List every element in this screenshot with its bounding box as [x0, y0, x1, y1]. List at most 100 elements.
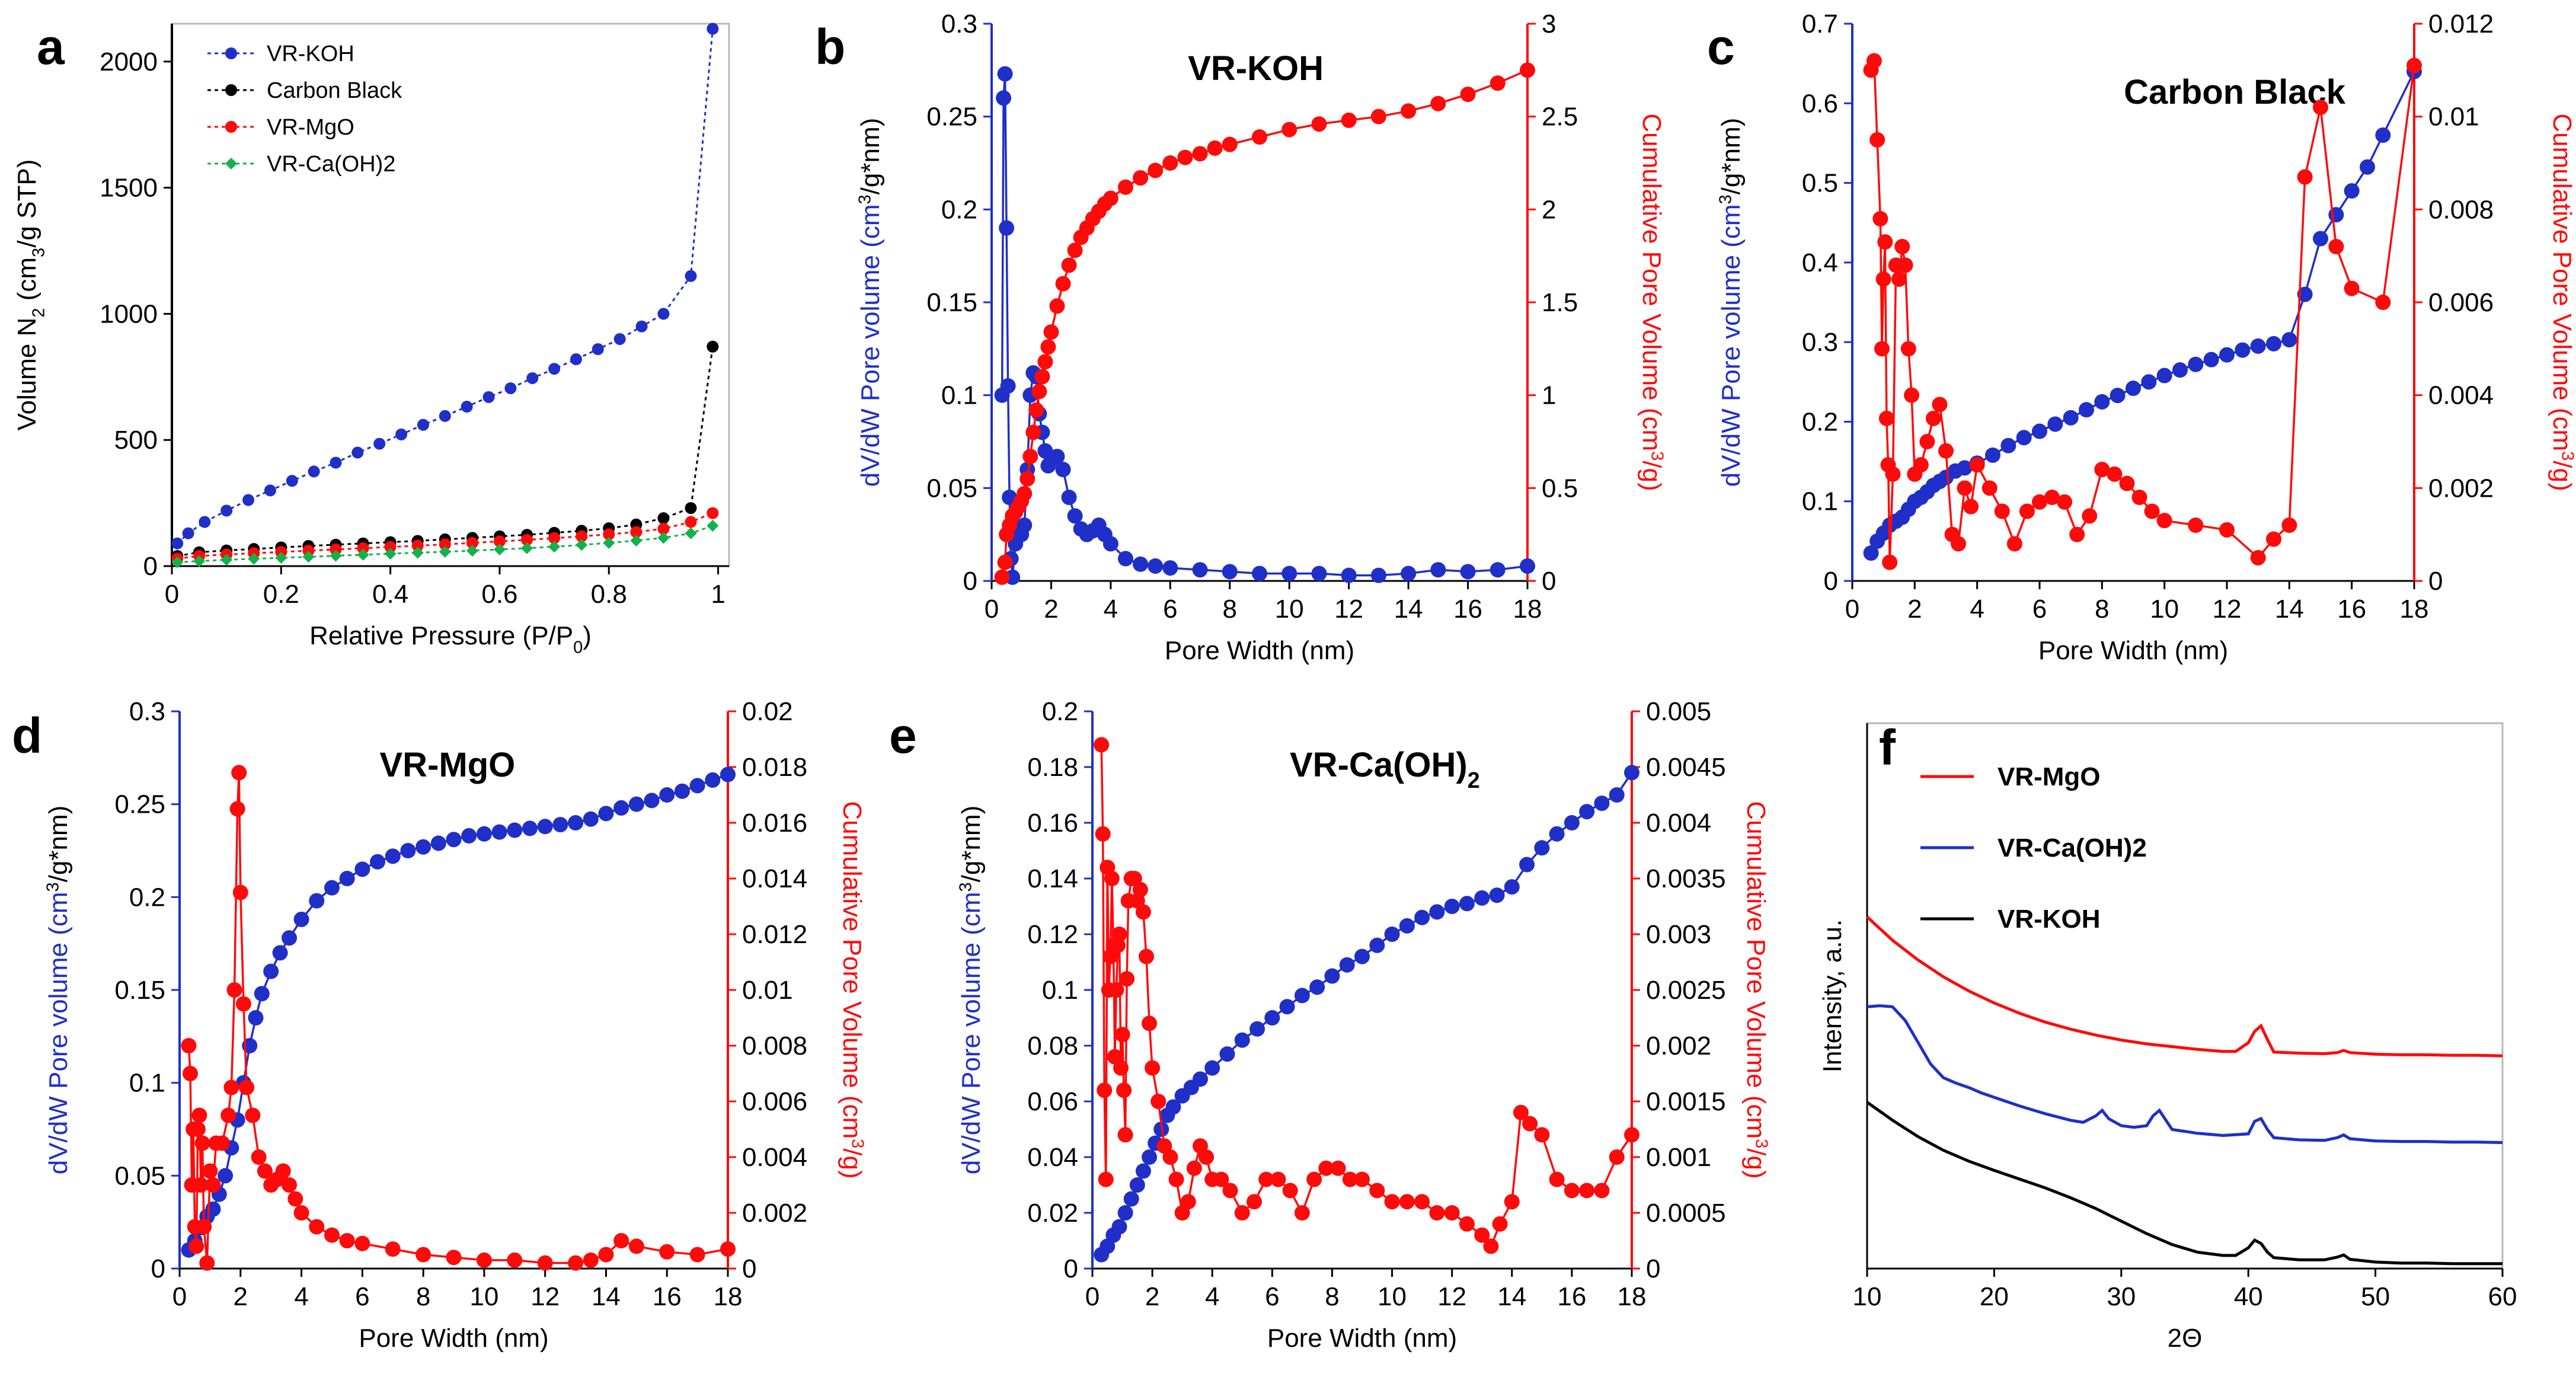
y-tick-label: 0.25: [114, 790, 165, 819]
data-point: [2297, 169, 2313, 185]
series-line: [177, 346, 714, 557]
data-point: [521, 534, 533, 546]
data-point: [1097, 1082, 1113, 1098]
data-point: [2188, 356, 2204, 372]
x-tick-label: 18: [1618, 1282, 1647, 1311]
data-point: [1129, 1177, 1145, 1193]
data-point: [1049, 298, 1065, 314]
y2-axis-label-part: Cumulative Pore Volume (cm: [1637, 113, 1666, 451]
data-point: [193, 1177, 209, 1193]
data-point: [411, 539, 424, 552]
data-point: [1258, 1171, 1274, 1187]
data-point: [1624, 765, 1639, 781]
data-point: [232, 884, 248, 900]
data-point: [592, 343, 604, 355]
data-point: [2044, 490, 2060, 505]
data-point: [476, 1252, 492, 1268]
x-tick-label: 6: [1265, 1282, 1279, 1311]
data-point: [1114, 1027, 1130, 1043]
series-line: [177, 525, 713, 564]
x-tick-label: 8: [2095, 595, 2109, 624]
data-point: [1399, 918, 1415, 934]
x-tick-label: 6: [2032, 595, 2047, 624]
data-point: [171, 556, 184, 568]
data-point: [1281, 566, 1297, 582]
data-point: [248, 1010, 264, 1026]
y-tick-label: 0.2: [941, 195, 977, 224]
data-point: [521, 542, 533, 554]
data-point: [2360, 159, 2375, 175]
data-point: [324, 880, 340, 896]
data-point: [202, 1163, 218, 1179]
data-point: [1294, 1205, 1310, 1221]
data-point: [997, 554, 1013, 570]
data-point: [2328, 239, 2344, 254]
data-point: [1913, 457, 1929, 473]
y2-axis-label: Cumulative Pore Volume (cm3/g): [1637, 113, 1667, 491]
data-point: [2328, 207, 2344, 223]
data-point: [1000, 378, 1016, 394]
data-point: [1282, 1183, 1298, 1199]
data-point: [1118, 551, 1133, 567]
data-point: [707, 23, 719, 35]
data-point: [720, 766, 736, 782]
x-tick-label: 2: [1044, 595, 1058, 624]
data-point: [309, 1219, 325, 1235]
y2-tick-label: 3: [1542, 9, 1556, 39]
y-tick-label: 0: [1824, 567, 1838, 596]
data-point: [357, 548, 369, 561]
data-point: [1341, 112, 1357, 128]
data-point: [1098, 1171, 1114, 1187]
data-point: [1318, 1160, 1334, 1176]
data-point: [351, 446, 364, 459]
data-point: [1985, 447, 2000, 463]
data-point: [674, 783, 690, 799]
data-point: [1877, 234, 1893, 250]
y2-tick-label: 0.016: [742, 809, 807, 838]
data-point: [657, 512, 670, 525]
data-point: [1932, 397, 1948, 413]
data-point: [1049, 449, 1065, 465]
x-tick-label: 8: [1223, 595, 1237, 624]
data-point: [373, 437, 386, 450]
data-point: [191, 1107, 207, 1123]
legend-label: Carbon Black: [267, 78, 402, 103]
data-point: [263, 963, 279, 979]
data-point: [482, 391, 495, 403]
y2-tick-label: 1.5: [1542, 288, 1578, 317]
data-point: [1878, 410, 1894, 426]
data-point: [1133, 170, 1149, 186]
data-point: [309, 893, 325, 909]
y-axis-label-part: 2: [30, 308, 49, 317]
data-point: [411, 547, 424, 559]
data-point: [1894, 239, 1910, 254]
data-point: [330, 543, 342, 555]
data-point: [1123, 1191, 1139, 1207]
x-tick-label: 16: [1557, 1282, 1586, 1311]
series-line: [1866, 1101, 2503, 1266]
x-tick-label: 12: [1437, 1282, 1466, 1311]
legend-label: VR-KOH: [267, 41, 354, 66]
data-point: [2019, 503, 2035, 519]
data-point: [720, 1241, 736, 1257]
y-axis-label-part: 3: [956, 882, 975, 892]
data-point: [2297, 286, 2313, 302]
data-point: [400, 843, 416, 858]
y2-tick-label: 0.02: [742, 697, 793, 726]
data-point: [1369, 937, 1385, 953]
data-point: [1522, 1116, 1538, 1132]
data-point: [293, 1205, 309, 1221]
data-point: [1339, 957, 1355, 973]
data-point: [466, 545, 478, 557]
data-point: [1579, 1183, 1595, 1199]
y-tick-label: 0.1: [941, 381, 977, 410]
y-axis-label-part: dV/dW Pore volume (cm: [1717, 204, 1746, 487]
data-point: [1150, 1094, 1166, 1109]
data-point: [1234, 1205, 1250, 1221]
y-axis-label: dV/dW Pore volume (cm3/g*nm): [43, 806, 73, 1175]
data-point: [302, 551, 315, 563]
data-point: [1043, 324, 1059, 340]
data-point: [1252, 129, 1267, 145]
data-point: [1969, 457, 1985, 473]
data-point: [417, 419, 429, 431]
